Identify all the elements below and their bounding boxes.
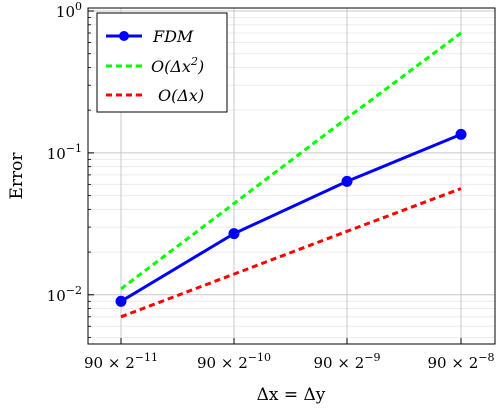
- legend-marker-fdm: [119, 31, 129, 41]
- x-tick-label: 90 × 2−10: [197, 351, 271, 372]
- x-tick-label: 90 × 2−8: [428, 351, 495, 372]
- series-line-fdm: [120, 133, 462, 303]
- series-line-ox: [120, 31, 462, 291]
- legend-label-fdm: FDM: [152, 27, 194, 46]
- legend-item-o1: O(Δx): [106, 86, 204, 105]
- legend-label-o2-prefix: O(Δx: [151, 57, 191, 76]
- legend-item-fdm: FDM: [106, 27, 194, 46]
- legend-label-o2-suffix: ): [197, 57, 204, 76]
- y-tick-label: 10−1: [47, 142, 82, 163]
- x-axis-label: Δx = Δy: [257, 385, 326, 405]
- data-point: [455, 128, 467, 140]
- data-point: [115, 295, 127, 307]
- legend: FDM O(Δx2) O(Δx): [96, 12, 228, 113]
- legend-label-o1: O(Δx): [158, 86, 204, 105]
- data-point: [228, 228, 240, 240]
- legend-label-o2: O(Δx2): [151, 55, 204, 76]
- legend-label-o2-exp: 2: [190, 55, 198, 68]
- y-tick-label: 10−2: [47, 284, 82, 305]
- series-layer: [115, 31, 467, 319]
- plot-frame: [87, 7, 496, 345]
- y-axis-label: Error: [7, 152, 27, 200]
- x-tick-label: 90 × 2−11: [84, 351, 158, 372]
- y-tick-label: 100: [56, 0, 82, 21]
- x-tick-label: 90 × 2−9: [314, 351, 381, 372]
- tick-layer: 10−2 10−1 100 90 × 2−11 90 × 2−10 90 × 2−9 90 …: [47, 0, 495, 372]
- data-point: [341, 175, 353, 187]
- series-line-ox: [120, 187, 462, 319]
- legend-item-o2: O(Δx2): [106, 55, 204, 76]
